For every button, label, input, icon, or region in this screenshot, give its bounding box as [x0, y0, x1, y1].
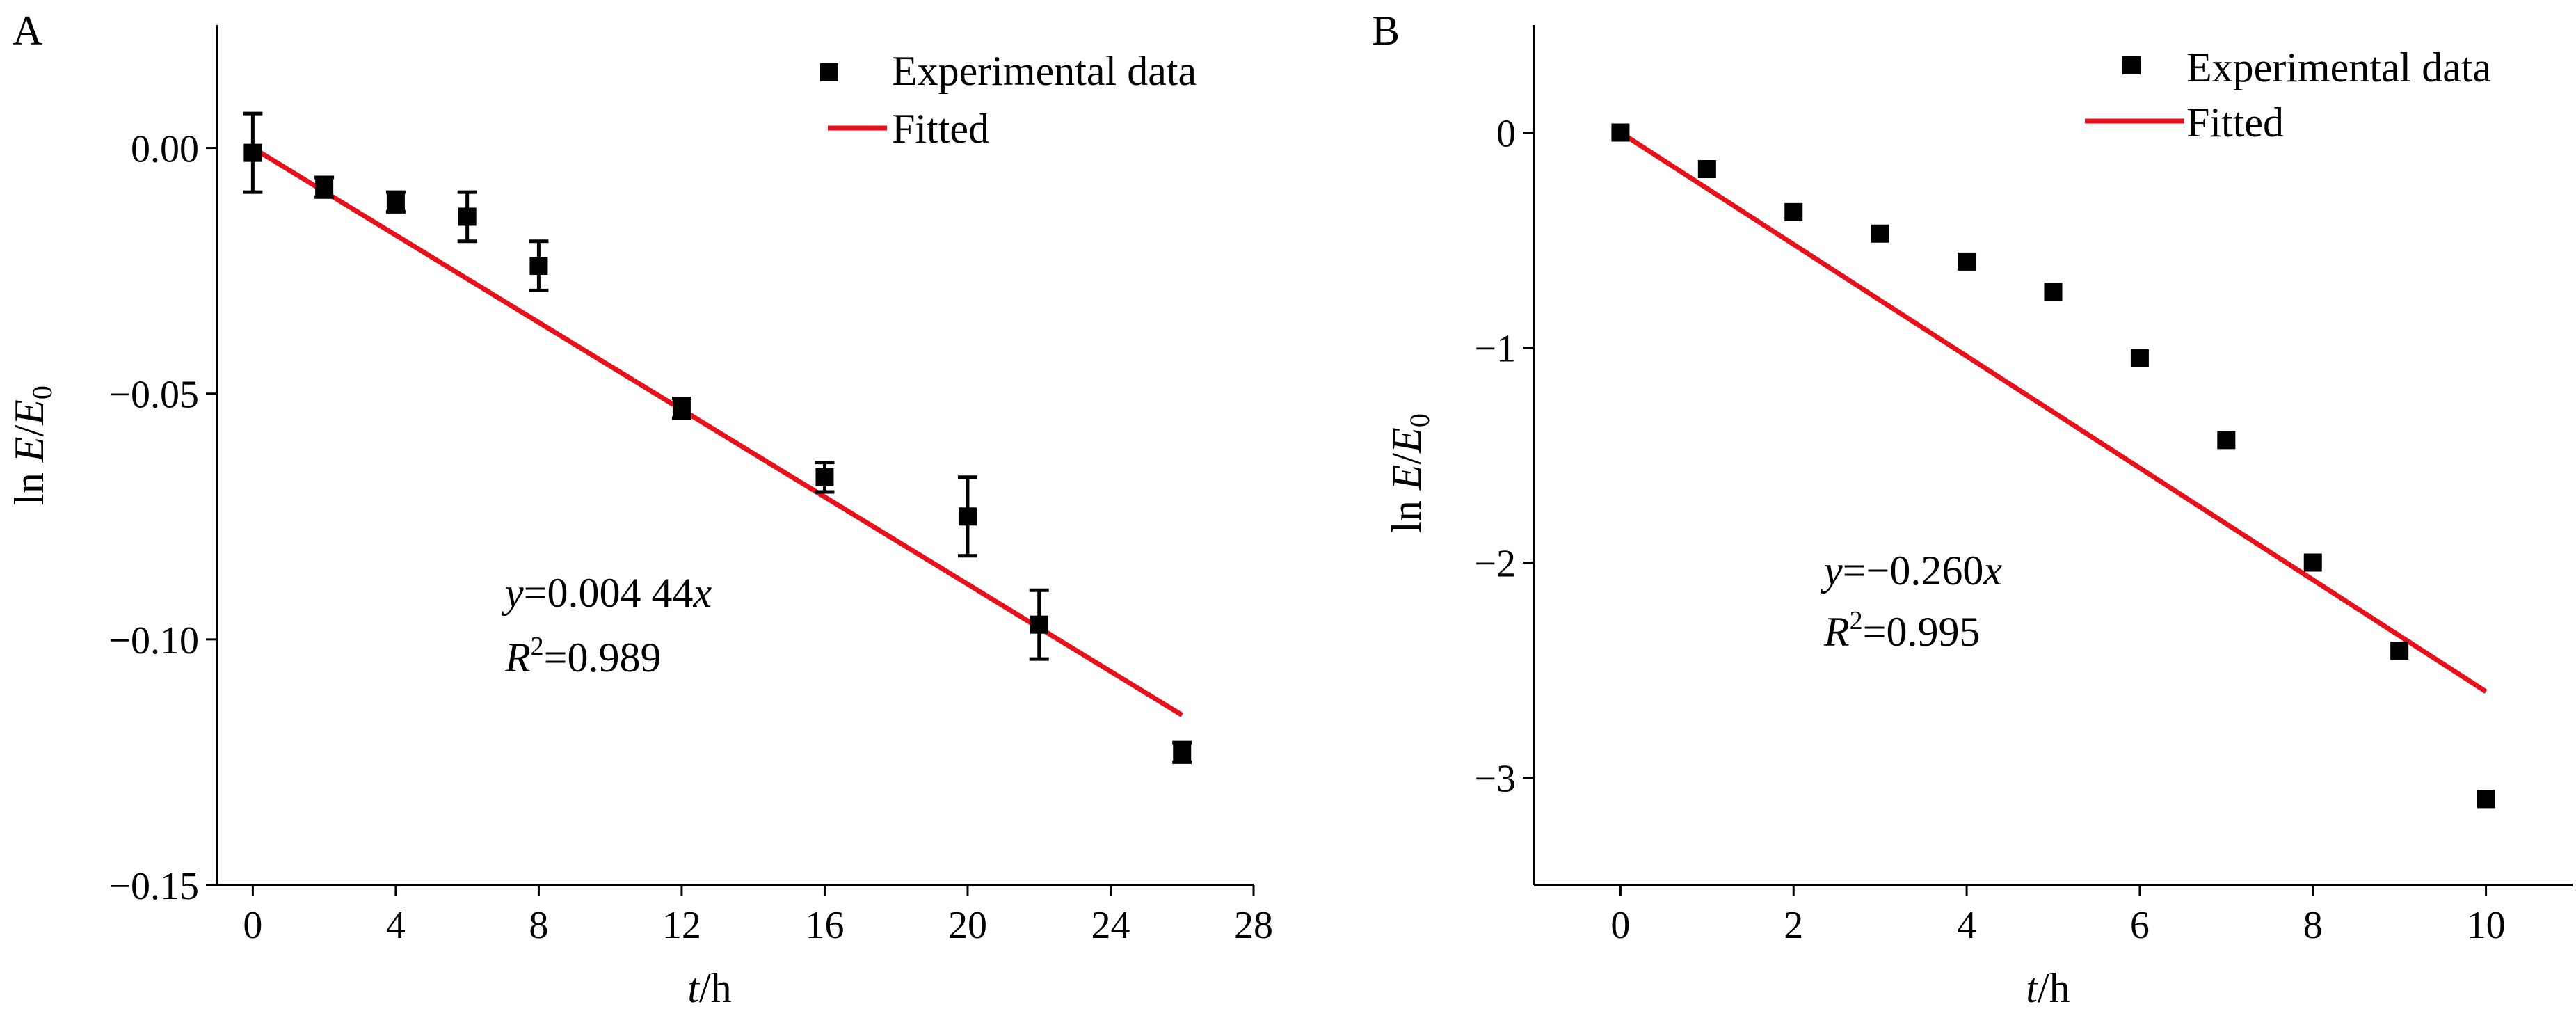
- panel-a-data-point: [672, 399, 691, 417]
- panel-a-axes: [216, 25, 1254, 886]
- panel-b-r-squared: R2=0.995: [1823, 606, 1981, 655]
- panel-a-data-points: [243, 111, 1192, 764]
- panel-b-data-point: [2303, 553, 2322, 572]
- panel-a-data-point: [243, 143, 262, 162]
- panel-b-data-point: [2130, 349, 2149, 367]
- panel-b-y-tick-label: −1: [1474, 328, 1516, 371]
- panel-a-y-tick-label: −0.10: [109, 619, 199, 662]
- panel-b-legend-experimental: Experimental data: [2186, 45, 2491, 90]
- panel-a-r-squared: R2=0.989: [504, 632, 662, 681]
- panel-b-fit-line: [1619, 130, 2488, 694]
- panel-a-data-point: [458, 207, 477, 226]
- panel-a-x-tick-label: 0: [243, 904, 262, 947]
- panel-b-y-axis-label: ln E/E0: [1384, 413, 1435, 533]
- panel-a-fitted-line: [251, 145, 1184, 717]
- panel-a-y-axis-label: ln E/E0: [6, 385, 58, 505]
- panel-a-x-tick-label: 4: [386, 904, 406, 947]
- panel-a-y-tick-label: −0.15: [109, 865, 199, 908]
- panel-b-x-tick-label: 2: [1784, 904, 1803, 947]
- panel-a-x-axis-label: t/h: [687, 965, 731, 1011]
- panel-a-x-tick-label: 28: [1234, 904, 1273, 947]
- panel-b-ticks: 0 2 4 6 8 10 0 −1 −2 −3: [1474, 113, 2505, 948]
- panel-a: A 0 4 8 12 16 20 24 28 0.00 −0.05 −0.10 −0.15 t/h l…: [6, 8, 1273, 1011]
- panel-a-y-tick-label: −0.05: [109, 374, 199, 417]
- panel-a-x-tick-label: 20: [948, 904, 987, 947]
- panel-b-data-point: [1871, 224, 1889, 243]
- panel-b-legend-marker-experimental: [2122, 56, 2141, 74]
- panel-a-ticks: 0 4 8 12 16 20 24 28 0.00 −0.05 −0.10 −0.15: [109, 128, 1273, 947]
- panel-b-axes: [1533, 25, 2573, 886]
- panel-a-legend-experimental: Experimental data: [892, 48, 1197, 94]
- panel-b-x-tick-label: 6: [2130, 904, 2150, 947]
- panel-b-x-tick-label: 8: [2303, 904, 2323, 947]
- panel-b-legend: Experimental data Fitted: [2085, 45, 2491, 145]
- panel-a-data-point: [315, 178, 334, 197]
- panel-b-x-tick-label: 0: [1610, 904, 1630, 947]
- panel-b-x-tick-label: 10: [2467, 904, 2506, 947]
- panel-a-data-point: [815, 468, 834, 486]
- panel-a-data-point: [1030, 615, 1048, 634]
- panel-b-data-point: [2217, 431, 2236, 450]
- panel-a-data-point: [958, 507, 977, 526]
- panel-a-fit-line: [251, 145, 1184, 717]
- panel-a-legend-fitted: Fitted: [892, 106, 989, 152]
- panel-a-legend-marker-experimental: [820, 63, 838, 81]
- panel-b: B 0 2 4 6 8 10 0 −1 −2 −3 t/h ln E/E0 Experimenta…: [1372, 8, 2573, 1011]
- panel-b-equation: y=−0.260x: [1820, 548, 2002, 594]
- panel-a-x-tick-label: 24: [1091, 904, 1130, 947]
- panel-b-y-tick-label: −3: [1474, 758, 1516, 801]
- panel-b-y-tick-label: 0: [1496, 113, 1516, 156]
- panel-b-data-point: [2390, 642, 2409, 660]
- panel-b-fitted-line: [1619, 130, 2488, 694]
- panel-a-x-tick-label: 16: [805, 904, 844, 947]
- panel-b-data-point: [1611, 123, 1630, 142]
- panel-b-legend-fitted: Fitted: [2186, 100, 2284, 145]
- panel-b-data-point: [1784, 202, 1803, 221]
- panel-b-data-point: [2477, 790, 2495, 809]
- panel-a-label: A: [13, 8, 42, 54]
- panel-a-legend: Experimental data Fitted: [820, 48, 1197, 152]
- panel-a-data-point: [1173, 743, 1192, 762]
- panel-b-x-axis-label: t/h: [2026, 965, 2070, 1011]
- panel-a-data-point: [386, 193, 405, 212]
- panel-b-data-point: [1697, 160, 1716, 179]
- panel-b-x-tick-label: 4: [1957, 904, 1976, 947]
- panel-b-y-tick-label: −2: [1474, 543, 1516, 586]
- panel-b-label: B: [1372, 8, 1400, 54]
- panel-b-data-point: [1958, 252, 1976, 271]
- panel-a-equation: y=0.004 44x: [501, 570, 712, 616]
- panel-a-data-point: [529, 257, 548, 276]
- panel-a-y-tick-label: 0.00: [131, 128, 199, 171]
- panel-b-data-point: [2044, 283, 2063, 301]
- panel-b-data-points: [1611, 123, 2495, 809]
- panel-a-x-tick-label: 12: [662, 904, 701, 947]
- panel-a-x-tick-label: 8: [529, 904, 548, 947]
